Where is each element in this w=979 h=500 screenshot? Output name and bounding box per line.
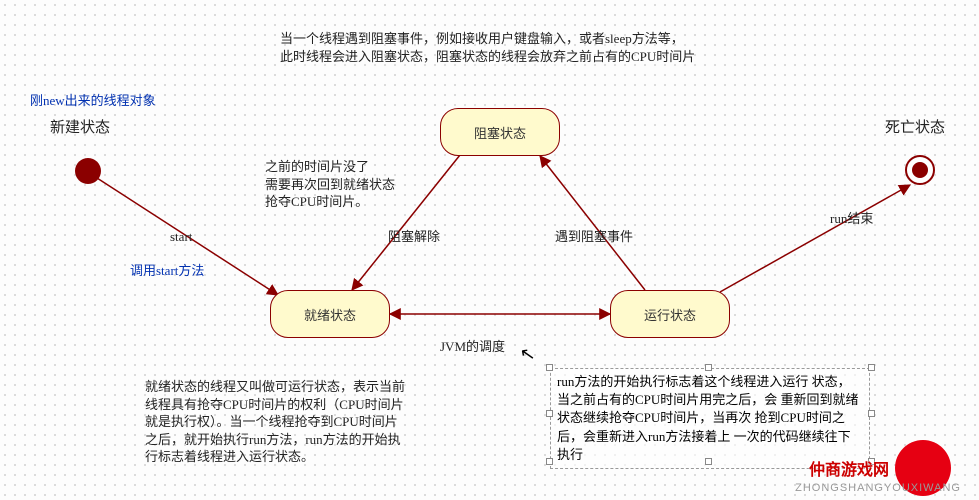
edge-label-jvm: JVM的调度 [440,338,505,356]
ready-note: 就绪状态的线程又叫做可运行状态，表示当前 线程具有抢夺CPU时间片的权利（CPU… [145,378,405,466]
edge-sublabel-start: 调用start方法 [130,262,204,280]
blocked-state-node: 阻塞状态 [440,108,560,156]
resize-handle[interactable] [868,364,875,371]
mid-note: 之前的时间片没了 需要再次回到就绪状态 抢夺CPU时间片。 [265,158,395,211]
resize-handle[interactable] [546,410,553,417]
resize-handle[interactable] [868,410,875,417]
ready-state-label: 就绪状态 [304,305,356,324]
resize-handle[interactable] [546,458,553,465]
resize-handle[interactable] [705,364,712,371]
new-object-label: 刚new出来的线程对象 [30,92,156,110]
cursor-icon: ↖ [518,343,537,366]
resize-handle[interactable] [546,364,553,371]
new-state-label: 新建状态 [50,118,110,138]
end-state-dot [905,155,935,185]
running-note-box[interactable]: run方法的开始执行标志着这个线程进入运行 状态，当之前占有的CPU时间片用完之… [550,368,870,469]
edge-running-blocked [540,156,645,290]
edge-label-unblock: 阻塞解除 [388,228,440,246]
running-state-node: 运行状态 [610,290,730,338]
top-note: 当一个线程遇到阻塞事件，例如接收用户键盘输入，或者sleep方法等， 此时线程会… [280,30,695,65]
watermark-site: 仲商游戏网 [809,456,889,480]
running-state-label: 运行状态 [644,305,696,324]
resize-handle[interactable] [705,458,712,465]
edge-label-start: start [170,228,192,246]
edge-label-block-event: 遇到阻塞事件 [555,228,633,246]
edge-running-end [720,185,910,292]
ready-state-node: 就绪状态 [270,290,390,338]
start-state-dot [75,158,101,184]
watermark-url: ZHONGSHANGYOUXIWANG [795,482,961,494]
dead-state-label: 死亡状态 [885,118,945,138]
running-note: run方法的开始执行标志着这个线程进入运行 状态，当之前占有的CPU时间片用完之… [557,374,859,462]
edge-label-run-end: run结束 [830,210,873,228]
blocked-state-label: 阻塞状态 [474,123,526,142]
